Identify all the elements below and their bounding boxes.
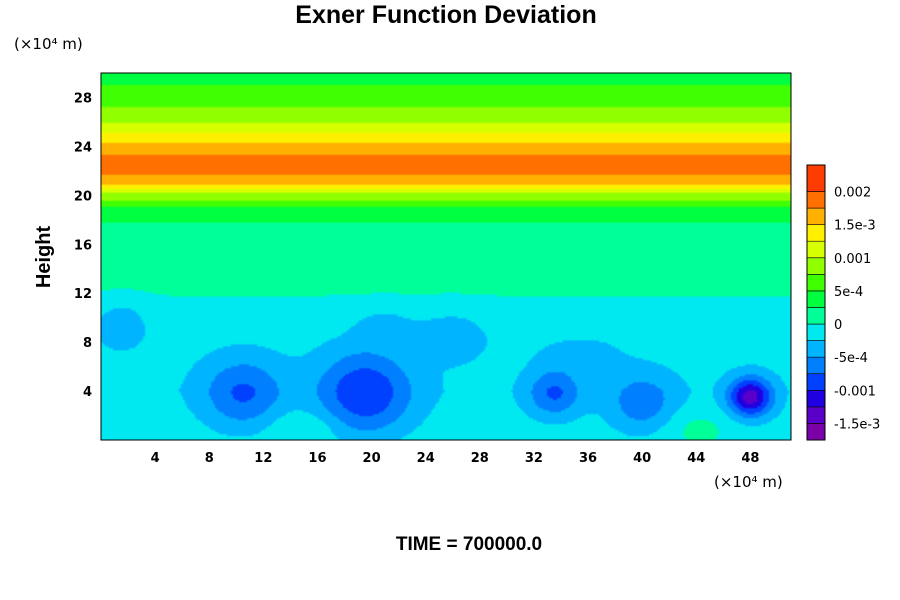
colorbar-tick-label: 0.002 [834, 186, 871, 201]
x-tick-label: 32 [525, 451, 543, 466]
plot-frame [100, 72, 792, 441]
colorbar-segment [806, 340, 826, 358]
colorbar: 0.002 1.5e-3 0.001 5e-4 0 -5e-4 -0.001 -1.5e-3 [806, 164, 880, 441]
colorbar-tick-label: 0.001 [834, 252, 871, 267]
y-tick-label: 20 [74, 189, 92, 204]
colorbar-segment [806, 240, 826, 259]
colorbar-frame [806, 164, 826, 441]
plot-area [100, 72, 792, 441]
colorbar-tick-label: -5e-4 [834, 351, 868, 366]
y-tick-label: 12 [74, 287, 92, 302]
time-label: TIME = 700000.0 [396, 534, 542, 555]
x-unit-label: (×10⁴ m) [714, 473, 783, 491]
y-tick-label: 4 [83, 385, 92, 400]
colorbar-segment [806, 274, 826, 292]
colorbar-segment [806, 164, 826, 192]
y-tick-label: 24 [74, 140, 92, 155]
colorbar-segment [806, 307, 826, 325]
y-unit-label: (×10⁴ m) [14, 35, 83, 53]
x-tick-label: 8 [205, 451, 214, 466]
colorbar-tick-label: -1.5e-3 [834, 417, 880, 432]
field-image [101, 73, 791, 440]
colorbar-segment [806, 356, 826, 375]
colorbar-tick-label: -0.001 [834, 384, 876, 399]
colorbar-tick-label: 1.5e-3 [834, 219, 876, 234]
x-tick-label: 48 [741, 451, 759, 466]
chart-title: Exner Function Deviation [295, 1, 596, 29]
x-tick-label: 4 [151, 451, 160, 466]
y-axis-label: Height [33, 226, 55, 289]
x-tick-label: 28 [471, 451, 489, 466]
x-tick-label: 36 [579, 451, 597, 466]
x-tick-labels: 4 8 12 16 20 24 28 32 36 40 44 48 [151, 451, 760, 466]
x-tick-label: 40 [633, 451, 651, 466]
colorbar-segment [806, 290, 826, 308]
y-tick-label: 28 [74, 91, 92, 106]
x-tick-label: 24 [417, 451, 435, 466]
x-tick-label: 16 [308, 451, 326, 466]
x-tick-label: 44 [687, 451, 705, 466]
colorbar-segment [806, 373, 826, 391]
x-tick-label: 20 [363, 451, 381, 466]
colorbar-segment [806, 390, 826, 408]
colorbar-segment [806, 323, 826, 341]
y-tick-labels: 4 8 12 16 20 24 28 [74, 91, 92, 400]
colorbar-segment [806, 224, 826, 242]
y-tick-label: 16 [74, 238, 92, 253]
colorbar-segment [806, 257, 826, 275]
y-tick-label: 8 [83, 336, 92, 351]
colorbar-segment [806, 406, 826, 424]
colorbar-tick-label: 0 [834, 318, 842, 333]
colorbar-tick-label: 5e-4 [834, 285, 863, 300]
colorbar-segment [806, 207, 826, 225]
colorbar-segment [806, 191, 826, 209]
colorbar-segment [806, 423, 826, 441]
x-tick-label: 12 [254, 451, 272, 466]
